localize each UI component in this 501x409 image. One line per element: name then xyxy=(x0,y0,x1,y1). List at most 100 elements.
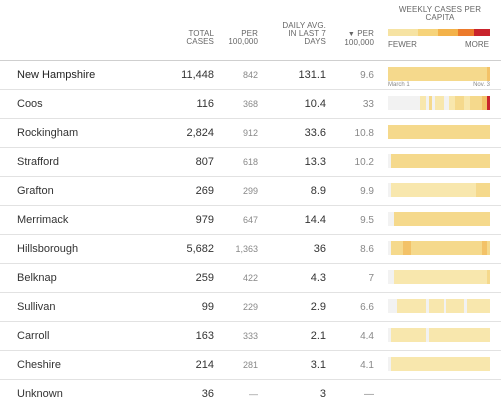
sparkline-cell xyxy=(414,96,418,110)
sparkline-cell xyxy=(405,67,409,81)
sparkline-cell xyxy=(455,96,459,110)
sparkline-cell xyxy=(405,96,409,110)
sparkline-cell xyxy=(472,96,476,110)
county-name: Coos xyxy=(17,98,43,110)
daily-avg-value: 14.4 xyxy=(304,214,326,226)
sparkline-cell xyxy=(423,328,426,342)
per-100k-value: 229 xyxy=(242,302,258,312)
sparkline-cell xyxy=(425,154,429,168)
sparkline-cell xyxy=(487,96,491,110)
table-row[interactable]: Unknown 36 — 3 — xyxy=(0,379,501,409)
sparkline-cell xyxy=(423,154,426,168)
table-row[interactable]: New Hampshire 11,448 842 131.1 9.6 March 1 Nov… xyxy=(0,60,501,90)
table-row[interactable]: Carroll 163 333 2.1 4.4 xyxy=(0,321,501,351)
sparkline-cell xyxy=(481,125,485,139)
sparkline-cell xyxy=(417,357,421,371)
sparkline-cell xyxy=(405,241,409,255)
total-cases-header[interactable]: TOTAL CASES xyxy=(186,29,214,46)
sparkline-cell xyxy=(466,299,470,313)
sparkline-cell xyxy=(420,357,424,371)
sparkline-cell xyxy=(411,96,415,110)
sparkline-cell xyxy=(414,212,418,226)
total-cases-value: 163 xyxy=(195,330,214,342)
sparkline-cell xyxy=(463,241,467,255)
per-100k-daily-header[interactable]: ▼ PER 100,000 xyxy=(330,30,374,47)
daily-per-100k-value: 4.4 xyxy=(360,331,374,342)
sparkline-cell xyxy=(396,67,400,81)
table-row[interactable]: Rockingham 2,824 912 33.6 10.8 xyxy=(0,118,501,148)
sparkline-cell xyxy=(431,328,435,342)
sparkline-cell xyxy=(390,125,394,139)
sparkline-cell xyxy=(475,241,479,255)
sparkline-cell xyxy=(434,357,438,371)
daily-per-100k-value: 9.6 xyxy=(360,70,374,81)
sparkline-cell xyxy=(478,154,482,168)
county-name: New Hampshire xyxy=(17,69,96,81)
sparkline-cell xyxy=(478,183,482,197)
sparkline-cell xyxy=(388,357,391,371)
daily-avg-value: 3.1 xyxy=(310,359,326,371)
table-row[interactable]: Hillsborough 5,682 1,363 36 8.6 xyxy=(0,234,501,264)
sparkline-cell xyxy=(396,328,400,342)
sparkline-cell xyxy=(408,96,412,110)
daily-avg-header[interactable]: DAILY AVG. IN LAST 7 DAYS xyxy=(282,21,326,46)
sparkline-cell xyxy=(393,357,397,371)
county-name: Sullivan xyxy=(17,301,56,313)
sparkline-cell xyxy=(452,357,456,371)
legend-more-label: MORE xyxy=(465,40,489,49)
sparkline-cell xyxy=(478,299,482,313)
sparkline-cell xyxy=(399,96,403,110)
sparkline-cell xyxy=(449,67,453,81)
total-cases-value: 214 xyxy=(195,359,214,371)
sparkline-cell xyxy=(458,357,462,371)
daily-avg-value: 2.1 xyxy=(310,330,326,342)
table-row[interactable]: Grafton 269 299 8.9 9.9 xyxy=(0,176,501,206)
sparkline-cell xyxy=(443,125,447,139)
legend-swatch xyxy=(418,29,438,36)
sparkline-cell xyxy=(461,357,464,371)
table-row[interactable]: Coos 116 368 10.4 33 xyxy=(0,89,501,119)
sparkline-cell xyxy=(399,328,403,342)
sparkline-cell xyxy=(428,270,432,284)
daily-avg-value: 8.9 xyxy=(310,185,326,197)
legend-swatch xyxy=(458,29,474,36)
sparkline-cell xyxy=(452,212,456,226)
weekly-sparkline xyxy=(388,96,491,110)
sparkline-cell xyxy=(411,67,415,81)
sparkline-cell xyxy=(463,270,467,284)
daily-per-100k-value: 10.2 xyxy=(354,157,374,168)
sparkline-cell xyxy=(437,270,441,284)
daily-avg-value: 2.9 xyxy=(310,301,326,313)
sparkline-cell xyxy=(402,241,406,255)
total-cases-value: 116 xyxy=(196,98,214,110)
daily-per-100k-value: 6.6 xyxy=(360,302,374,313)
sparkline-cell xyxy=(440,67,444,81)
county-name: Unknown xyxy=(17,388,63,400)
table-row[interactable]: Sullivan 99 229 2.9 6.6 xyxy=(0,292,501,322)
sparkline-cell xyxy=(425,270,429,284)
sparkline-cell xyxy=(440,270,444,284)
sparkline-cell xyxy=(390,357,394,371)
sparkline-cell xyxy=(393,270,397,284)
table-row[interactable]: Merrimack 979 647 14.4 9.5 xyxy=(0,205,501,235)
sparkline-cell xyxy=(399,183,403,197)
sparkline-cell xyxy=(463,357,467,371)
sparkline-cell xyxy=(420,96,424,110)
sparkline-cell xyxy=(437,299,441,313)
sparkline-cell xyxy=(472,241,476,255)
legend-fewer-label: FEWER xyxy=(388,40,417,49)
table-row[interactable]: Cheshire 214 281 3.1 4.1 xyxy=(0,350,501,380)
sparkline-cell xyxy=(399,212,403,226)
per-100k-value: 1,363 xyxy=(235,244,258,254)
sparkline-cell xyxy=(487,67,491,81)
sparkline-cell xyxy=(405,357,409,371)
table-row[interactable]: Strafford 807 618 13.3 10.2 xyxy=(0,147,501,177)
sparkline-cell xyxy=(420,212,424,226)
sparkline-cell xyxy=(461,183,464,197)
table-row[interactable]: Belknap 259 422 4.3 7 xyxy=(0,263,501,293)
sparkline-cell xyxy=(408,183,412,197)
sparkline-cell xyxy=(484,154,488,168)
per-100k-header[interactable]: PER 100,000 xyxy=(228,29,258,46)
sparkline-cell xyxy=(484,96,488,110)
sparkline-cell xyxy=(484,67,488,81)
